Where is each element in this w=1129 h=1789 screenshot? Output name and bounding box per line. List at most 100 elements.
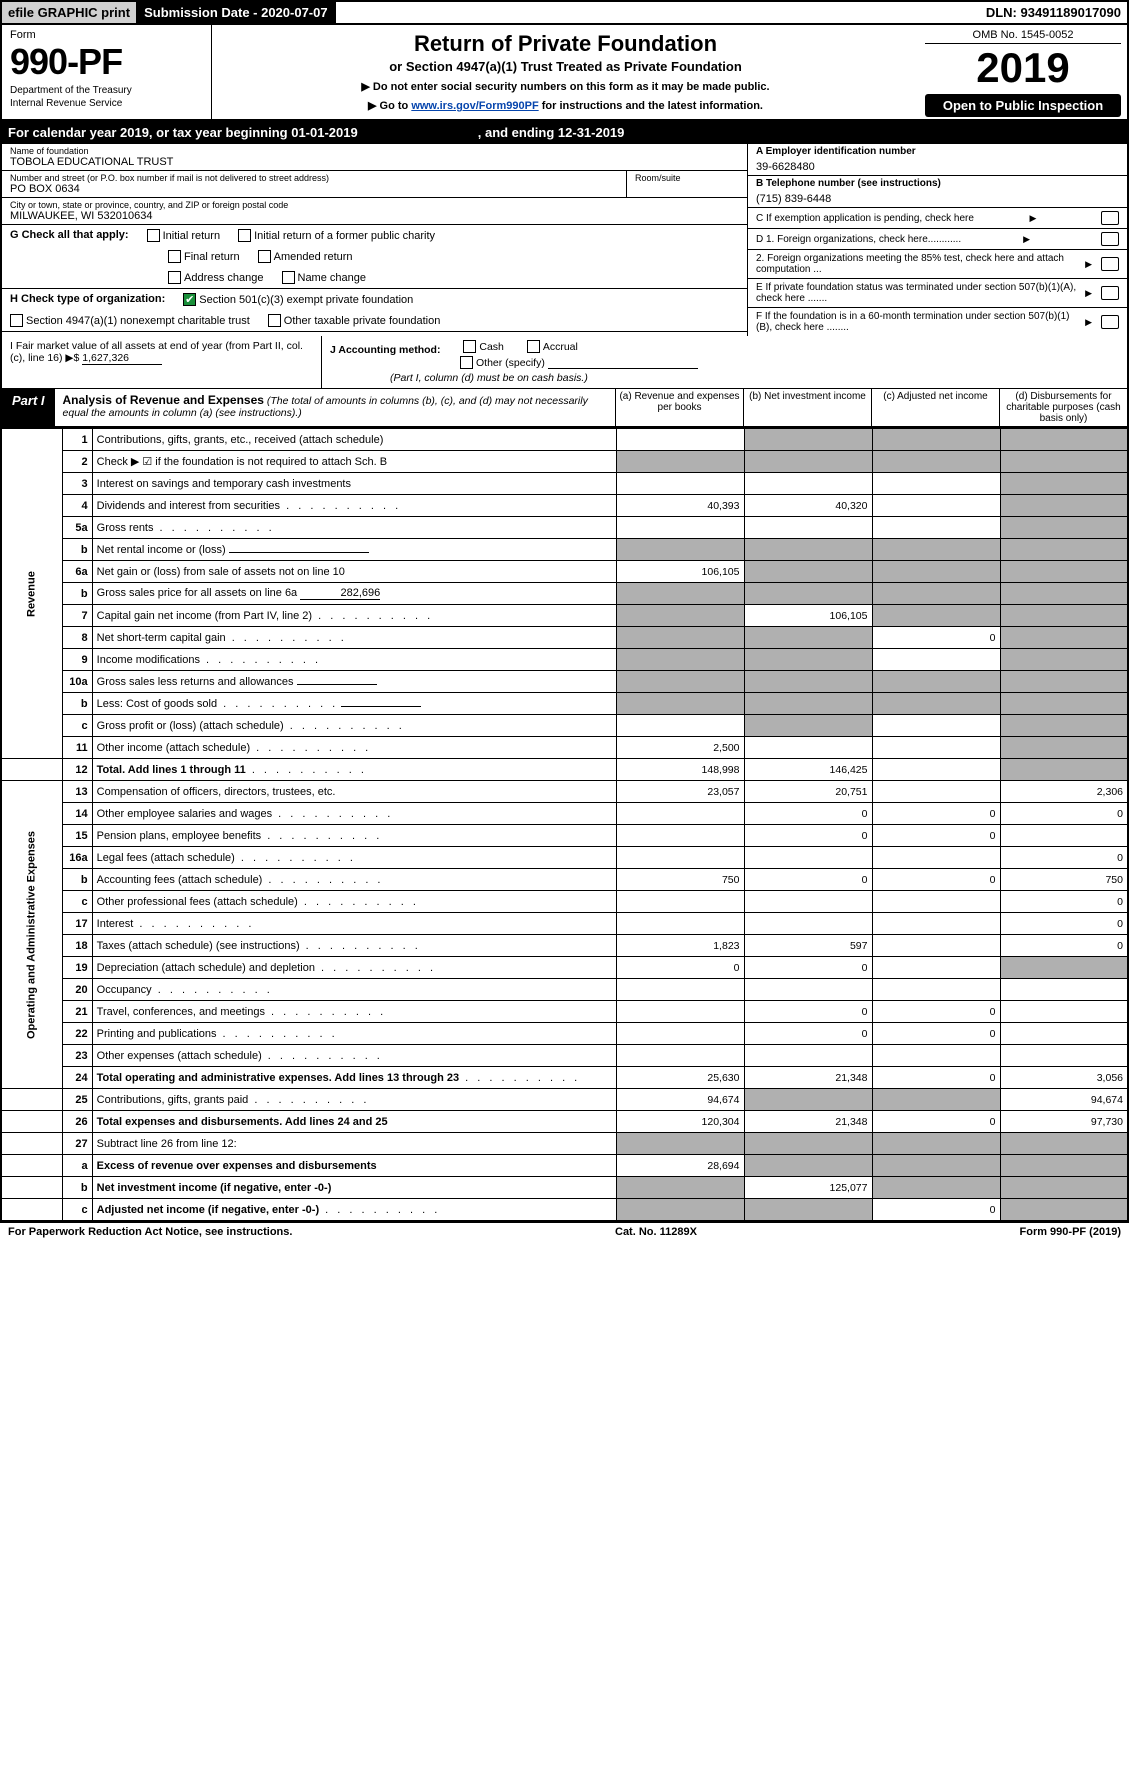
- form-header: Form 990-PF Department of the Treasury I…: [0, 25, 1129, 121]
- line-16c: Other professional fees (attach schedule…: [92, 891, 616, 913]
- line-24: Total operating and administrative expen…: [92, 1067, 616, 1089]
- d1-checkbox[interactable]: [1101, 232, 1119, 246]
- h-label: H Check type of organization:: [10, 293, 165, 306]
- revenue-side-label: Revenue: [1, 429, 62, 759]
- tax-year-end: , and ending 12-31-2019: [478, 125, 625, 140]
- address: PO BOX 0634: [10, 183, 618, 195]
- omb-number: OMB No. 1545-0052: [925, 27, 1121, 44]
- g-label: G Check all that apply:: [10, 229, 129, 242]
- address-label: Number and street (or P.O. box number if…: [10, 173, 618, 183]
- c-exemption-label: C If exemption application is pending, c…: [756, 213, 974, 224]
- phone-label: B Telephone number (see instructions): [756, 178, 1119, 189]
- city-label: City or town, state or province, country…: [10, 200, 739, 210]
- cat-number: Cat. No. 11289X: [615, 1226, 697, 1238]
- line-27a: Excess of revenue over expenses and disb…: [92, 1155, 616, 1177]
- form-title: Return of Private Foundation: [222, 31, 909, 57]
- final-return-checkbox[interactable]: [168, 250, 181, 263]
- line-27: Subtract line 26 from line 12:: [92, 1133, 616, 1155]
- entity-info: Name of foundation TOBOLA EDUCATIONAL TR…: [0, 144, 1129, 336]
- line-19: Depreciation (attach schedule) and deple…: [92, 957, 616, 979]
- efile-print-button[interactable]: efile GRAPHIC print: [2, 2, 138, 23]
- line-11: Other income (attach schedule): [92, 737, 616, 759]
- calendar-year-row: For calendar year 2019, or tax year begi…: [0, 121, 1129, 144]
- line-22: Printing and publications: [92, 1023, 616, 1045]
- i-fmv-value: 1,627,326: [82, 352, 162, 365]
- line-21: Travel, conferences, and meetings: [92, 1001, 616, 1023]
- form-number: 990-PF: [10, 41, 203, 83]
- form-subtitle: or Section 4947(a)(1) Trust Treated as P…: [222, 59, 909, 74]
- irs-link[interactable]: www.irs.gov/Form990PF: [411, 100, 538, 112]
- ein-label: A Employer identification number: [756, 146, 1119, 157]
- section-h-checks: H Check type of organization: ✔Section 5…: [2, 289, 747, 332]
- j-note: (Part I, column (d) must be on cash basi…: [390, 372, 1119, 384]
- phone: (715) 839-6448: [756, 189, 1119, 205]
- city-state-zip: MILWAUKEE, WI 532010634: [10, 210, 739, 222]
- foundation-name: TOBOLA EDUCATIONAL TRUST: [10, 156, 739, 168]
- e-label: E If private foundation status was termi…: [756, 282, 1085, 304]
- line-23: Other expenses (attach schedule): [92, 1045, 616, 1067]
- foundation-name-label: Name of foundation: [10, 146, 739, 156]
- col-a-header: (a) Revenue and expenses per books: [615, 389, 743, 426]
- expenses-side-label: Operating and Administrative Expenses: [1, 781, 62, 1089]
- line-16b: Accounting fees (attach schedule): [92, 869, 616, 891]
- other-taxable-checkbox[interactable]: [268, 314, 281, 327]
- dln-number: DLN: 93491189017090: [980, 2, 1127, 23]
- dept-treasury: Department of the Treasury: [10, 85, 203, 96]
- c-checkbox[interactable]: [1101, 211, 1119, 225]
- line-10c: Gross profit or (loss) (attach schedule): [92, 715, 616, 737]
- form-label: Form: [10, 29, 203, 41]
- e-checkbox[interactable]: [1101, 286, 1119, 300]
- other-method-checkbox[interactable]: [460, 356, 473, 369]
- line-20: Occupancy: [92, 979, 616, 1001]
- address-change-checkbox[interactable]: [168, 271, 181, 284]
- line-9: Income modifications: [92, 649, 616, 671]
- line-18: Taxes (attach schedule) (see instruction…: [92, 935, 616, 957]
- part-1-label: Part I: [2, 389, 55, 426]
- line-5a: Gross rents: [92, 517, 616, 539]
- instructions-link-row: ▶ Go to www.irs.gov/Form990PF for instru…: [222, 99, 909, 112]
- accrual-checkbox[interactable]: [527, 340, 540, 353]
- col-d-header: (d) Disbursements for charitable purpose…: [999, 389, 1127, 426]
- i-j-row: I Fair market value of all assets at end…: [0, 336, 1129, 389]
- col-c-header: (c) Adjusted net income: [871, 389, 999, 426]
- line-5b: Net rental income or (loss): [92, 539, 616, 561]
- sec501-checkbox[interactable]: ✔: [183, 293, 196, 306]
- sec4947-checkbox[interactable]: [10, 314, 23, 327]
- ssn-warning: ▶ Do not enter social security numbers o…: [222, 80, 909, 93]
- line-14: Other employee salaries and wages: [92, 803, 616, 825]
- tax-year-begin: For calendar year 2019, or tax year begi…: [8, 125, 358, 140]
- part-1-title: Analysis of Revenue and Expenses: [63, 393, 264, 407]
- f-checkbox[interactable]: [1101, 315, 1119, 329]
- part-1-header: Part I Analysis of Revenue and Expenses …: [0, 389, 1129, 428]
- line-10b: Less: Cost of goods sold: [92, 693, 616, 715]
- initial-former-checkbox[interactable]: [238, 229, 251, 242]
- line-17: Interest: [92, 913, 616, 935]
- line-1: Contributions, gifts, grants, etc., rece…: [92, 429, 616, 451]
- line-6a: Net gain or (loss) from sale of assets n…: [92, 561, 616, 583]
- name-change-checkbox[interactable]: [282, 271, 295, 284]
- col-b-header: (b) Net investment income: [743, 389, 871, 426]
- top-bar: efile GRAPHIC print Submission Date - 20…: [0, 0, 1129, 25]
- initial-return-checkbox[interactable]: [147, 229, 160, 242]
- d1-label: D 1. Foreign organizations, check here..…: [756, 234, 961, 245]
- line-2: Check ▶ ☑ if the foundation is not requi…: [92, 451, 616, 473]
- line-6b: Gross sales price for all assets on line…: [92, 583, 616, 605]
- line-16a: Legal fees (attach schedule): [92, 847, 616, 869]
- line-4: Dividends and interest from securities: [92, 495, 616, 517]
- page-footer: For Paperwork Reduction Act Notice, see …: [0, 1221, 1129, 1241]
- amended-return-checkbox[interactable]: [258, 250, 271, 263]
- line-13: Compensation of officers, directors, tru…: [92, 781, 616, 803]
- cash-checkbox[interactable]: [463, 340, 476, 353]
- line-26: Total expenses and disbursements. Add li…: [92, 1111, 616, 1133]
- line-10a: Gross sales less returns and allowances: [92, 671, 616, 693]
- line-27b: Net investment income (if negative, ente…: [92, 1177, 616, 1199]
- line-7: Capital gain net income (from Part IV, l…: [92, 605, 616, 627]
- line-15: Pension plans, employee benefits: [92, 825, 616, 847]
- tax-year: 2019: [925, 44, 1121, 92]
- open-to-public: Open to Public Inspection: [925, 94, 1121, 117]
- room-label: Room/suite: [635, 173, 739, 183]
- d2-checkbox[interactable]: [1101, 257, 1119, 271]
- line-25: Contributions, gifts, grants paid: [92, 1089, 616, 1111]
- ein: 39-6628480: [756, 157, 1119, 173]
- j-label: J Accounting method:: [330, 344, 440, 356]
